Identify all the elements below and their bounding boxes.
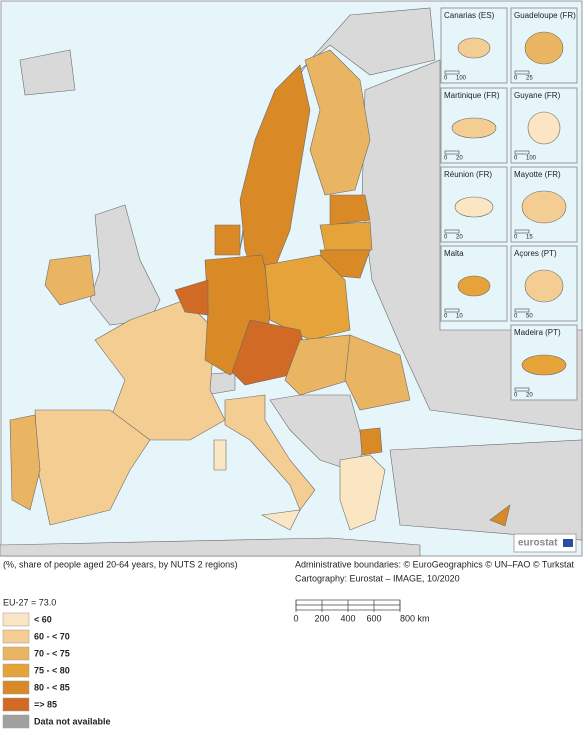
legend-label: 70 - < 75 [34,648,70,658]
logo: eurostat [518,538,558,549]
region [9,414,41,511]
inset-scale-label: 0 [444,156,448,162]
legend-label: 80 - < 85 [34,682,70,692]
inset-land [457,37,491,59]
scale-bar-label: 200 [314,613,329,623]
inset-scale-label: 0 [514,393,518,399]
inset-land [451,117,497,139]
inset-land [524,31,564,65]
scale-bar-label: 400 [340,613,355,623]
inset-label: Guadeloupe (FR) [514,11,576,20]
scale-bar-label: 800 km [400,613,430,623]
inset-scale [514,387,530,392]
inset-scale-label: 0 [444,235,448,241]
inset-scale [444,308,460,313]
legend-label: < 60 [34,614,52,624]
inset-label: Açores (PT) [514,249,557,258]
inset-scale [514,308,530,313]
inset-label: Madeira (PT) [514,328,561,337]
region [329,194,371,226]
inset-scale-label: 10 [456,314,463,320]
legend-label: 75 - < 80 [34,665,70,675]
legend-swatch [2,697,30,712]
region [34,409,151,526]
inset-scale-label: 100 [456,76,467,82]
region [213,439,227,471]
inset-label: Malta [444,249,464,258]
inset-land [527,111,561,145]
inset-land [521,190,567,224]
inset-scale [444,150,460,155]
inset-scale [514,229,530,234]
region [224,394,316,511]
inset-scale-label: 100 [526,156,537,162]
eu-flag [563,539,573,547]
legend-note: EU-27 = 73.0 [3,597,56,607]
inset-scale-label: 20 [456,235,463,241]
inset-scale [514,70,530,75]
logo-box [513,533,577,553]
inset-scale-label: 0 [444,76,448,82]
region [214,224,241,256]
legend-swatch [2,663,30,678]
inset-scale-label: 0 [514,156,518,162]
inset-land [457,275,491,297]
region [489,504,511,527]
region [174,279,209,316]
inset-scale [444,70,460,75]
region [319,221,373,251]
inset-land [454,196,494,218]
inset-scale [514,150,530,155]
inset-scale-label: 50 [526,314,533,320]
inset-label: Canarias (ES) [444,11,495,20]
region [284,334,351,396]
inset-scale-label: 0 [514,235,518,241]
region [94,299,226,441]
legend-swatch [2,629,30,644]
inset-scale-label: 20 [526,393,533,399]
scale-bar-label: 0 [293,613,298,623]
inset-scale-label: 0 [514,76,518,82]
inset-scale [444,229,460,234]
inset-label: Martinique (FR) [444,91,500,100]
region [359,427,383,456]
legend-label: 60 - < 70 [34,631,70,641]
legend-swatch [2,646,30,661]
region [339,454,386,531]
inset-label: Réunion (FR) [444,170,492,179]
map [0,7,583,557]
region [264,254,351,341]
legend-swatch [2,714,30,729]
inset-scale-label: 0 [444,314,448,320]
region [44,254,96,306]
inset-scale-label: 15 [526,235,533,241]
attribution: Cartography: Eurostat – IMAGE, 10/2020 [295,573,460,583]
region [304,49,371,196]
non-eu-land [389,439,583,541]
inset-land [524,269,564,303]
legend-swatch [2,680,30,695]
inset-scale-label: 25 [526,76,533,82]
legend-label: Data not available [34,716,111,726]
non-eu-land [0,537,421,557]
inset-scale-label: 20 [456,156,463,162]
non-eu-land [19,49,76,96]
attribution: Administrative boundaries: © EuroGeograp… [295,559,575,569]
inset-land [521,354,567,376]
inset-frame [440,245,508,322]
legend-label: => 85 [34,699,57,709]
scale-bar-label: 600 [366,613,381,623]
scale-bar: 0 200 400 600 800 km [293,599,430,623]
legend: < 60 60 - < 70 70 - < 75 75 - < 80 80 - < 85… [2,612,111,729]
inset-label: Guyane (FR) [514,91,561,100]
region [261,509,301,531]
region [344,334,411,411]
legend-swatch [2,612,30,627]
inset-scale-label: 0 [514,314,518,320]
caption: (%, share of people aged 20-64 years, by… [3,559,238,569]
inset-label: Mayotte (FR) [514,170,561,179]
